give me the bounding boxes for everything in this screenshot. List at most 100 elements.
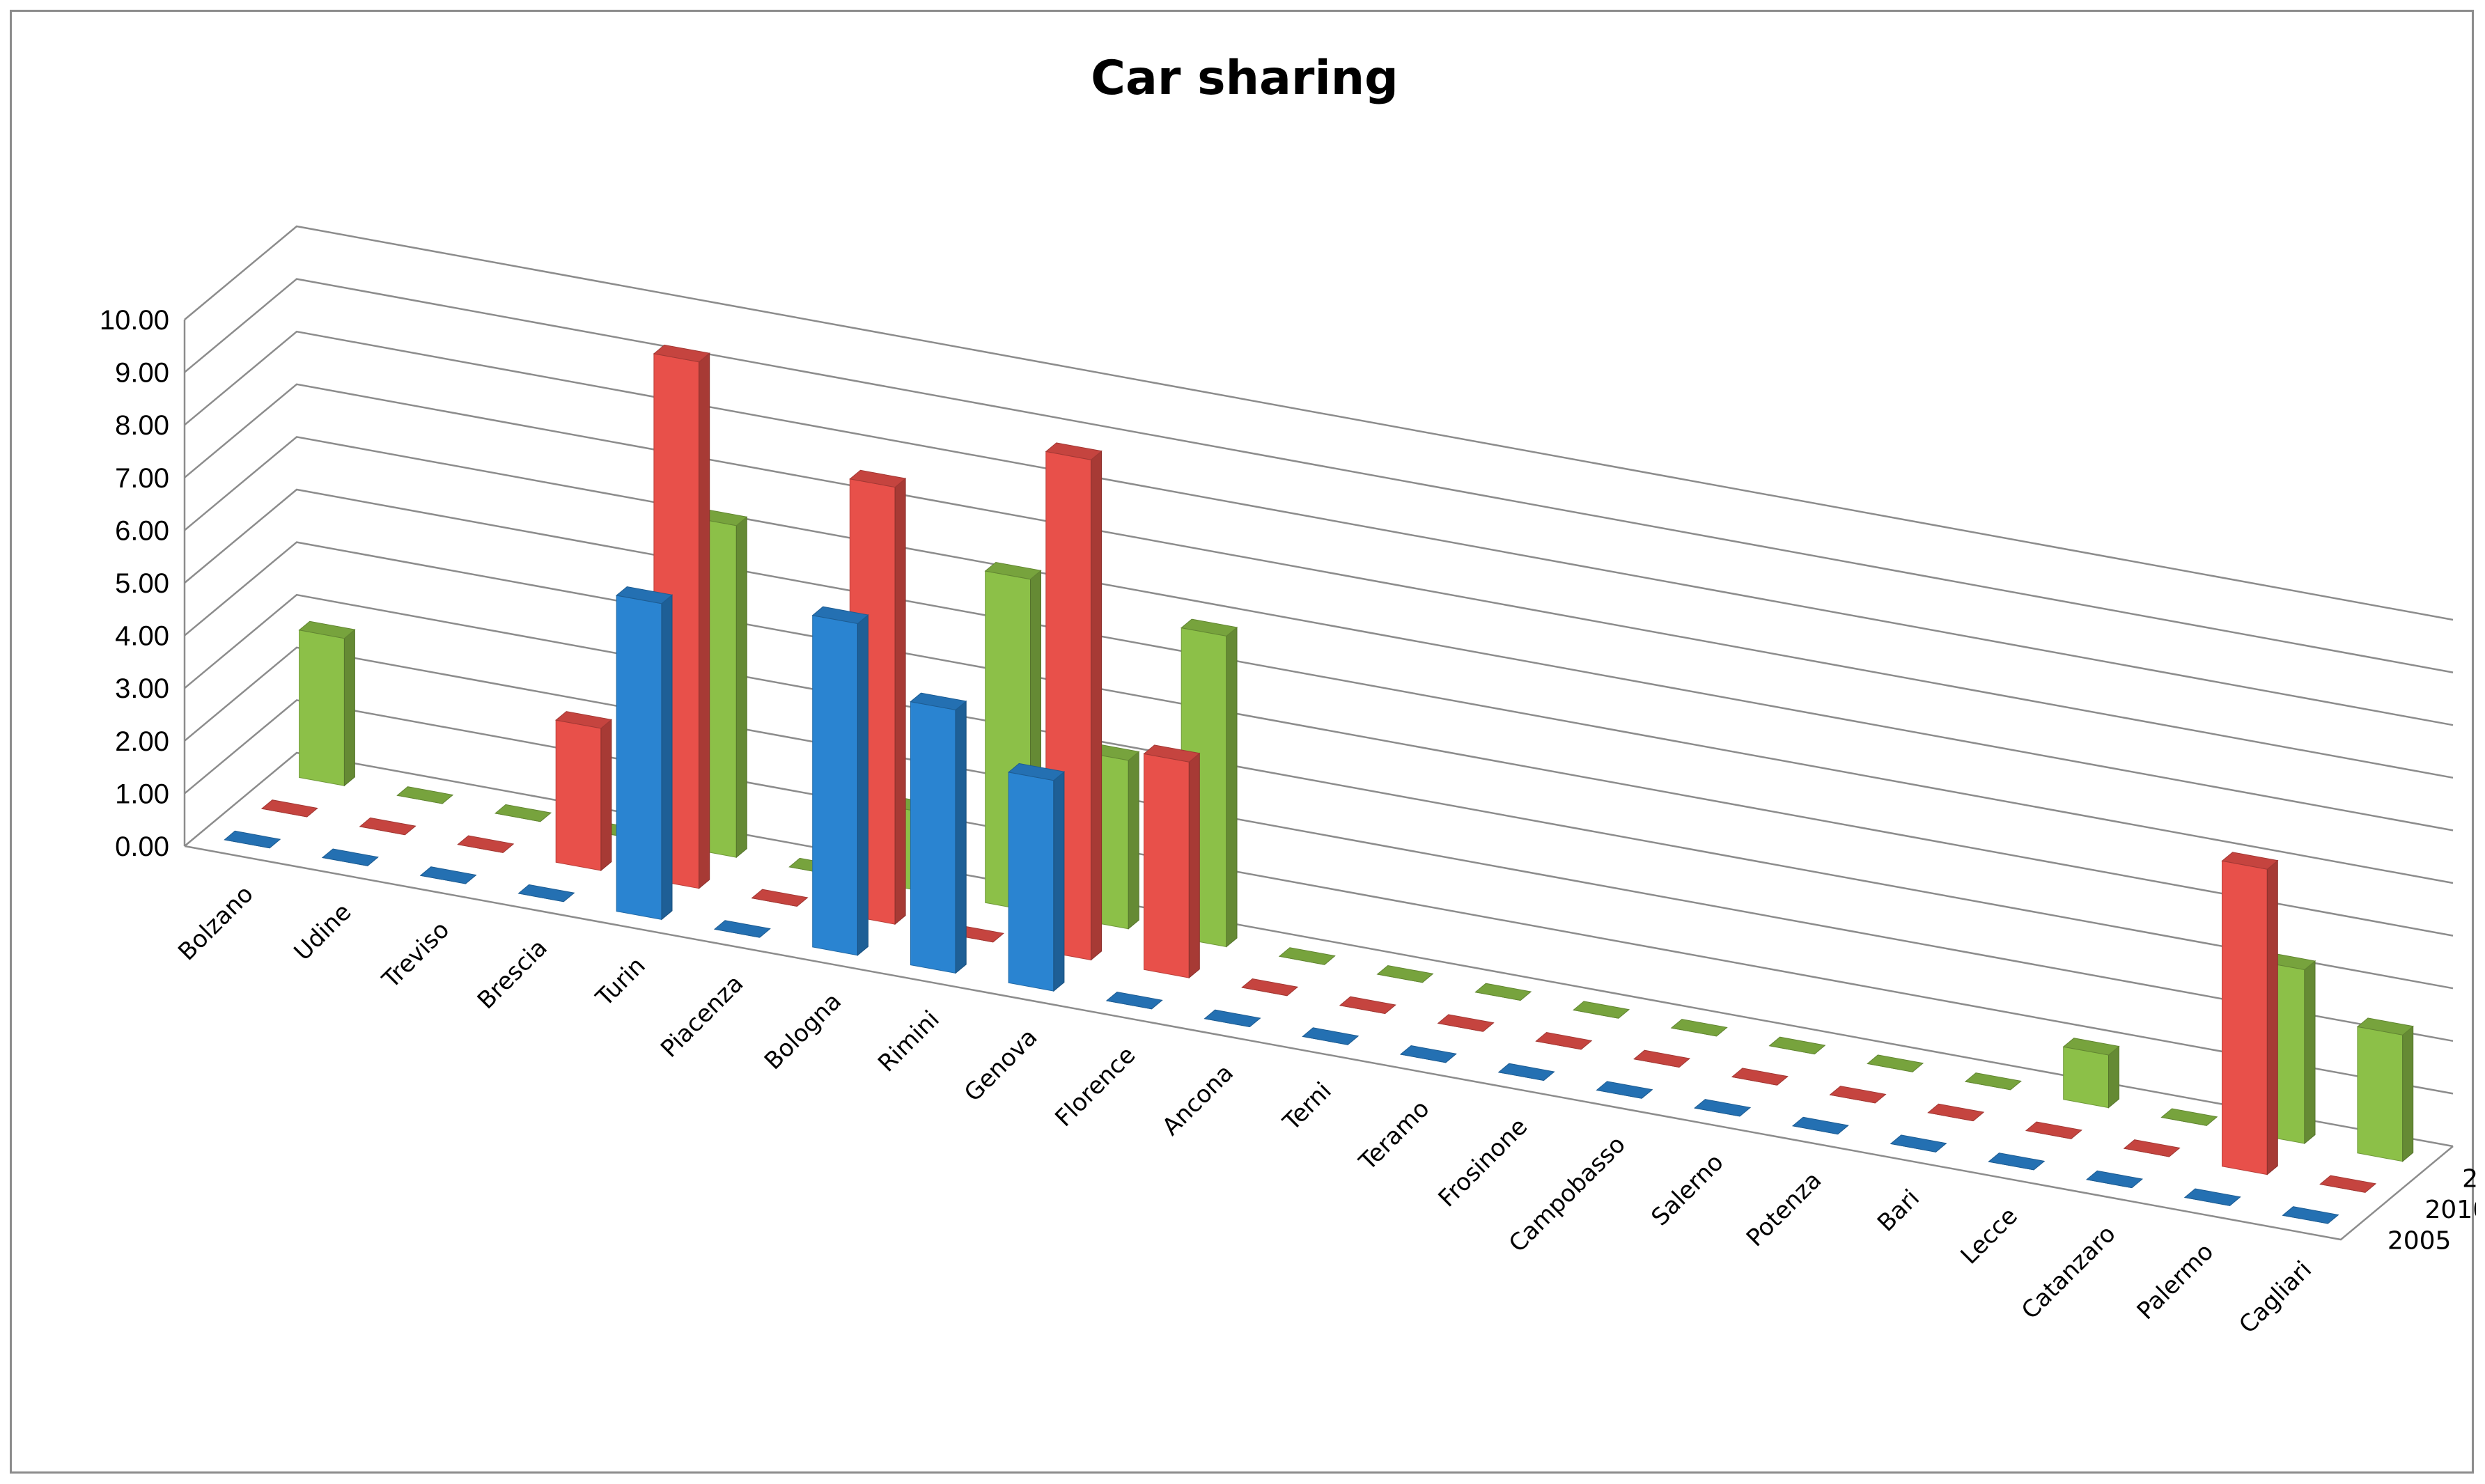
bar-top [298, 620, 356, 639]
bar-top [1143, 744, 1201, 763]
x-tick-label: Palermo [2132, 1238, 2220, 1326]
bar-2010-potenza [1829, 1086, 1887, 1104]
bar-top [1474, 983, 1532, 1001]
x-tick-label: Cagliari [2234, 1256, 2317, 1339]
bar-front [1144, 753, 1190, 978]
bar-2015-treviso [494, 804, 552, 822]
bar-2010-frosinone [1535, 1031, 1593, 1050]
series-depth-axis: 2005 2010 2015 [2387, 1164, 2476, 1255]
y-axis-ticks: 0.00 1.00 2.00 3.00 4.00 5.00 6.00 7.00 8.00 9.00… [100, 305, 169, 862]
bar-front [1008, 772, 1054, 992]
x-tick-label: Treviso [377, 916, 455, 994]
bar-front [2063, 1046, 2109, 1109]
bar-top [1278, 947, 1336, 965]
bar-2005-udine [321, 848, 379, 866]
bar-2005-florence [1105, 991, 1163, 1010]
bar-top [321, 848, 379, 866]
y-tick-label: 9.00 [115, 358, 169, 389]
y-tick-label: 5.00 [115, 568, 169, 599]
bar-top [910, 692, 967, 710]
chart-svg: Car sharing 0.00 1.00 2.00 3.00 4.00 5.00 6.00… [100, 51, 2476, 1339]
bar-side [2402, 1025, 2414, 1162]
bar-2005-campobasso [1596, 1081, 1653, 1099]
x-tick-label: Udine [289, 898, 357, 967]
bar-2010-bolzano [260, 799, 318, 818]
bar-side [857, 614, 868, 956]
series-label: 2015 [2462, 1164, 2476, 1193]
gridline [184, 751, 2454, 1148]
bar-top [713, 920, 771, 938]
bar-2010-salerno [1731, 1068, 1789, 1086]
bar-front [2222, 860, 2268, 1176]
bar-top [1988, 1153, 2046, 1171]
bar-2015-teramo [1474, 983, 1532, 1001]
chart-title: Car sharing [1091, 51, 1399, 106]
series-label: 2010 [2425, 1196, 2477, 1224]
bar-2010-terni [1339, 996, 1396, 1015]
bar-top [1768, 1036, 1826, 1055]
bar-2010-ancona [1241, 978, 1299, 997]
bar-layer [224, 344, 2414, 1224]
x-tick-label: Florence [1050, 1041, 1141, 1132]
bar-2005-frosinone [1497, 1063, 1555, 1081]
bar-front [2357, 1026, 2404, 1162]
x-tick-label: Genova [959, 1023, 1043, 1107]
bar-side [343, 629, 355, 787]
gridline [184, 593, 2454, 990]
bar-2010-palermo [2221, 852, 2279, 1176]
gridline [184, 436, 2454, 831]
bar-2005-catanzaro [2085, 1170, 2144, 1189]
bar-top [2221, 852, 2279, 870]
bar-2015-udine [396, 786, 454, 804]
bar-2015-lecce [2062, 1038, 2120, 1109]
bar-2010-campobasso [1633, 1049, 1691, 1068]
bar-2005-cagliari [2282, 1206, 2339, 1224]
bar-front [616, 595, 662, 920]
bar-side [600, 719, 612, 872]
bar-front [910, 701, 956, 974]
bar-side [2304, 960, 2316, 1145]
bar-top [494, 804, 552, 822]
bar-2010-florence [1143, 744, 1201, 979]
bar-top [1572, 1001, 1630, 1019]
x-tick-label: Piacenza [655, 969, 749, 1063]
bar-top [1376, 964, 1434, 983]
bar-2005-ancona [1203, 1009, 1261, 1028]
bar-top [1302, 1027, 1360, 1045]
bar-top [457, 835, 515, 853]
bar-top [1829, 1086, 1887, 1104]
bar-top [1203, 1009, 1261, 1028]
bar-top [2183, 1188, 2241, 1206]
bar-side [1091, 450, 1103, 961]
bar-side [1188, 752, 1200, 979]
grid-layer [183, 225, 2454, 1241]
bar-side [1128, 751, 1139, 930]
bar-2005-treviso [419, 866, 477, 884]
bar-top [1437, 1014, 1495, 1032]
bar-side [2108, 1045, 2119, 1109]
chart-frame: Car sharing 0.00 1.00 2.00 3.00 4.00 5.00 6.00… [10, 10, 2476, 1474]
x-tick-label: Salerno [1646, 1148, 1729, 1231]
bar-2005-bari [1890, 1134, 1947, 1153]
bar-2005-palermo [2183, 1188, 2241, 1206]
bar-2010-teramo [1437, 1014, 1495, 1032]
bar-top [1596, 1081, 1653, 1099]
bar-top [1339, 996, 1396, 1015]
x-tick-label: Ancona [1157, 1059, 1239, 1141]
bar-2010-bari [1927, 1103, 1985, 1122]
bar-top [419, 866, 477, 884]
bar-side [699, 352, 710, 889]
y-tick-label: 10.00 [100, 305, 169, 336]
bar-2015-frosinone [1572, 1001, 1630, 1019]
bar-top [1867, 1054, 1924, 1072]
bar-2010-cagliari [2319, 1175, 2377, 1193]
bar-top [2062, 1038, 2120, 1056]
bar-top [1694, 1099, 1752, 1117]
bar-top [1399, 1045, 1457, 1063]
bar-top [1497, 1063, 1555, 1081]
y-tick-label: 3.00 [115, 673, 169, 704]
bar-top [1045, 442, 1103, 460]
bar-top [1731, 1068, 1789, 1086]
bar-top [1535, 1031, 1593, 1050]
bar-2010-lecce [2025, 1121, 2082, 1139]
